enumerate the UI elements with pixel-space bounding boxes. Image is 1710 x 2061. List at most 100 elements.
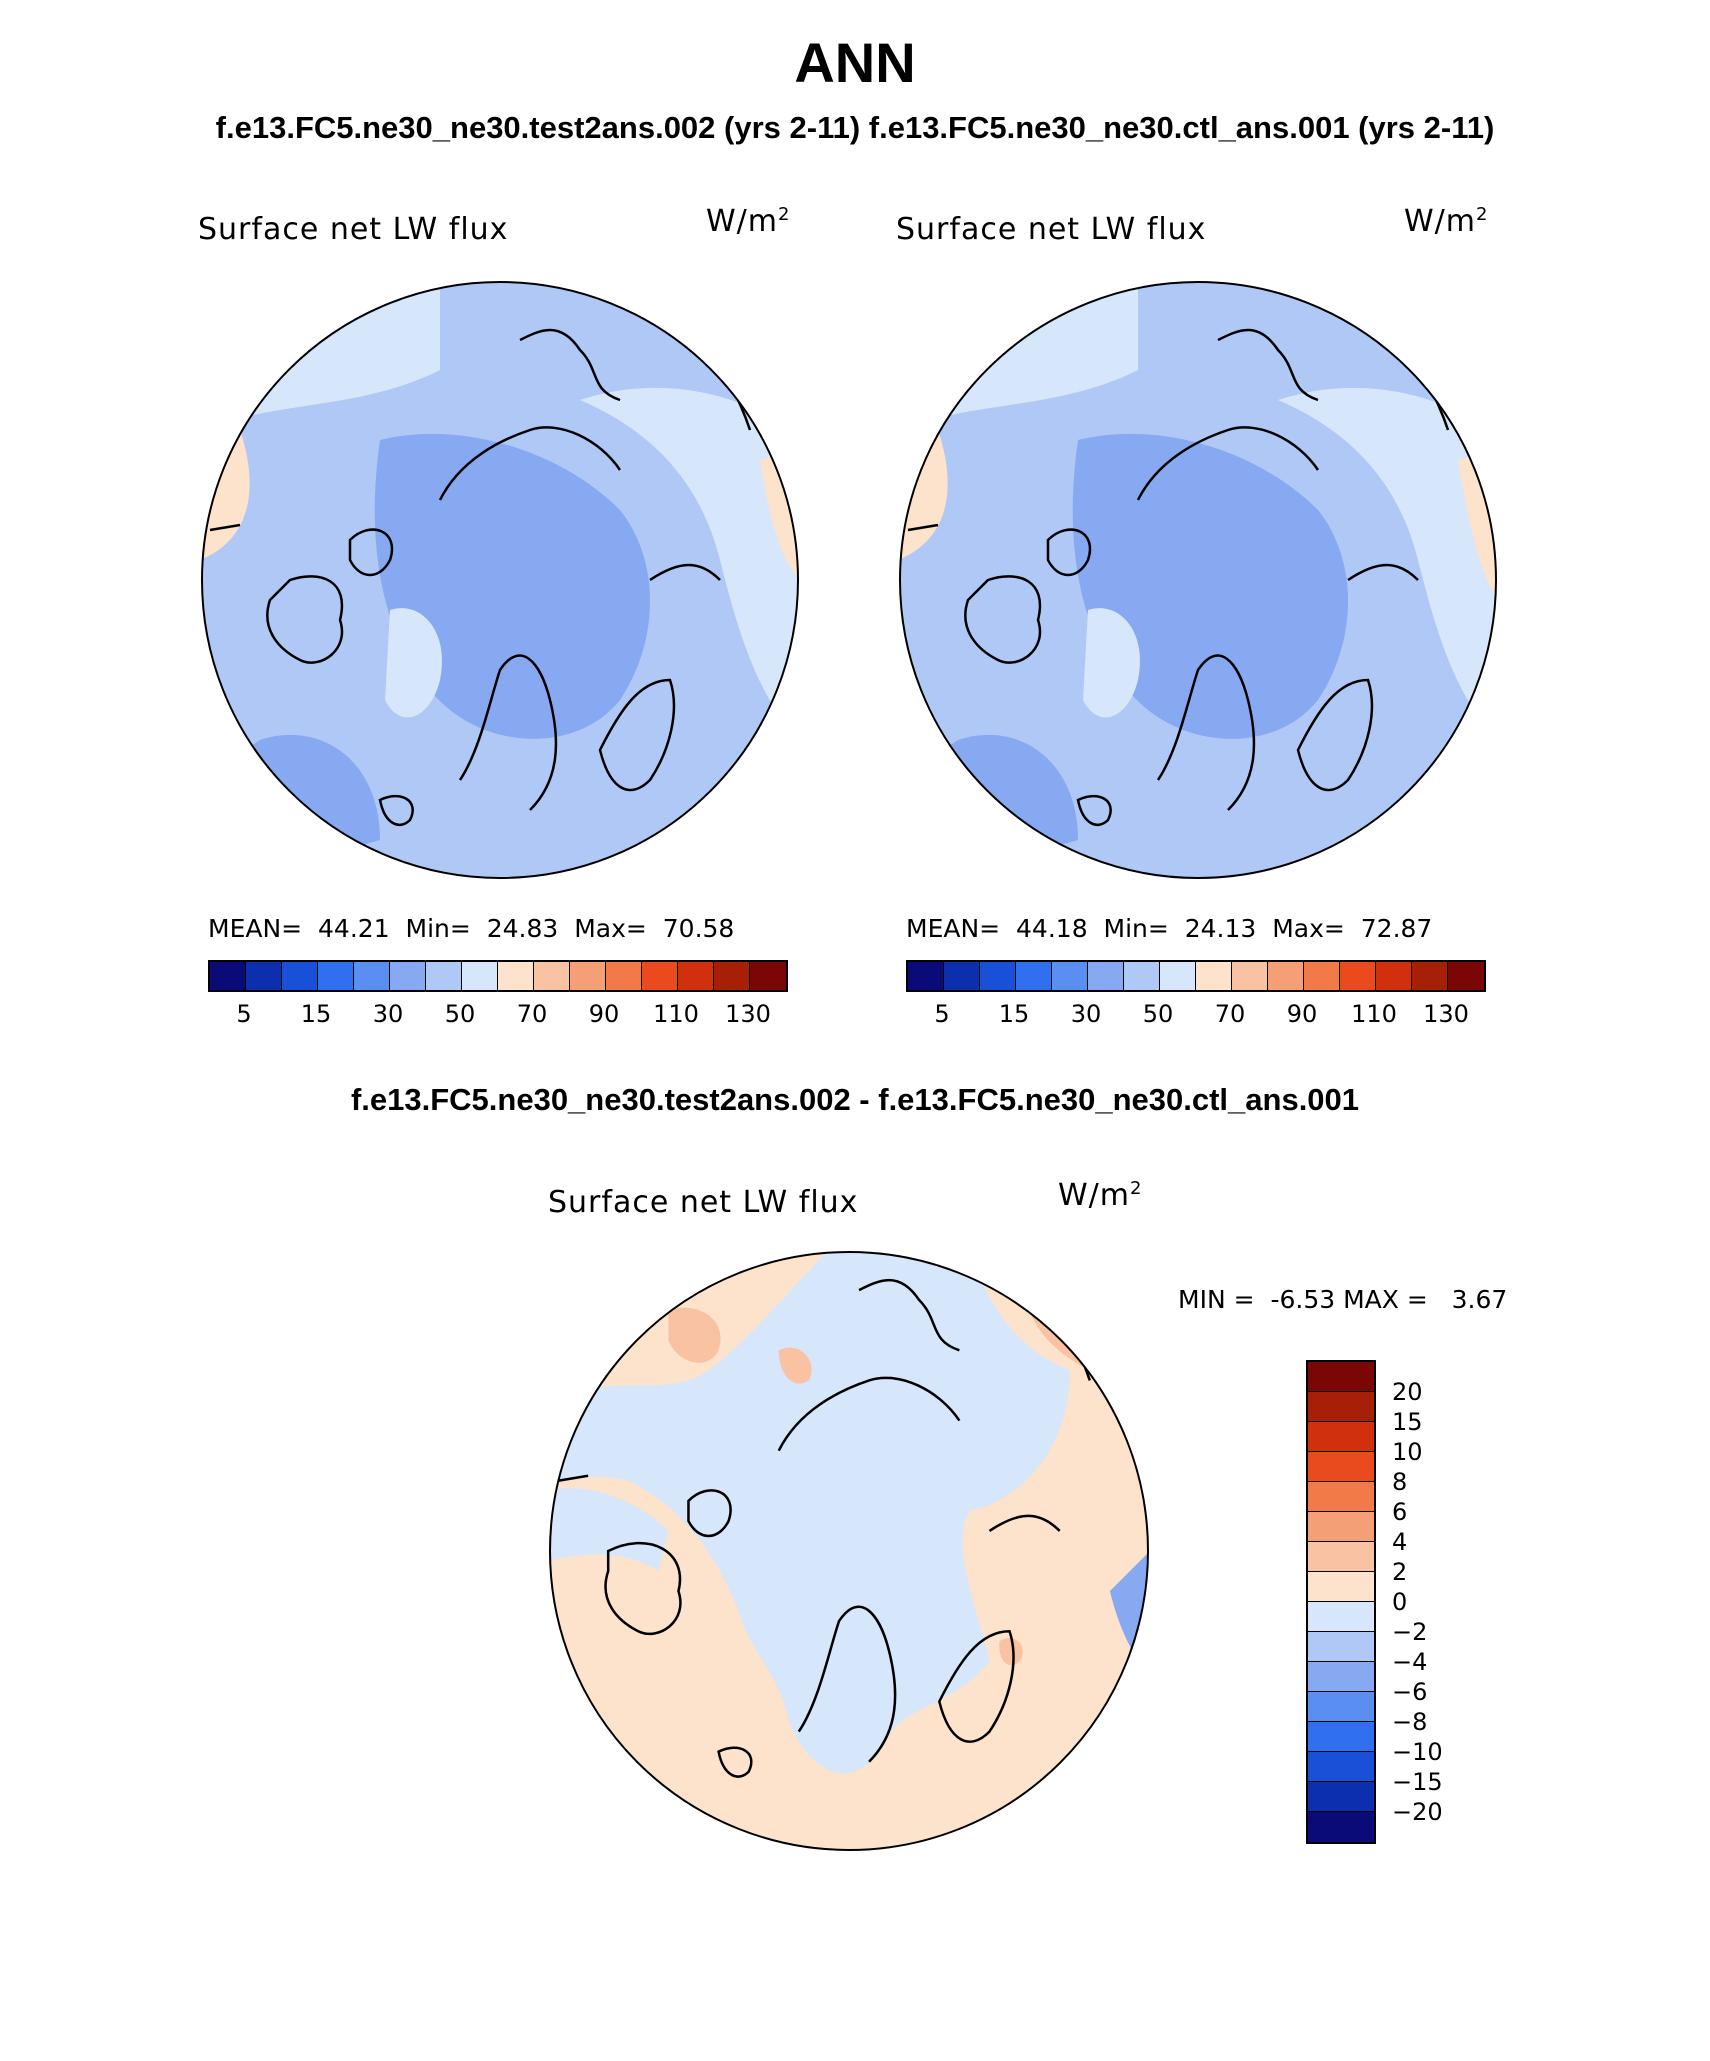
- colorbar-swatch: [606, 962, 642, 990]
- test-coastlines: [209, 328, 752, 826]
- control-mean-value: 44.18: [1016, 914, 1088, 943]
- colorbar-swatch: [1016, 962, 1052, 990]
- difference-map-outline: [549, 1251, 1149, 1851]
- colorbar-tick-label: 5: [236, 1000, 252, 1028]
- test-mean-value: 44.21: [318, 914, 390, 943]
- difference-field-region: [778, 1347, 812, 1384]
- colorbar-tick-label: 110: [1351, 1000, 1397, 1028]
- colorbar-swatch: [1308, 1752, 1374, 1782]
- test-min-label: Min=: [405, 914, 471, 943]
- control-min-value: 24.13: [1184, 914, 1257, 943]
- colorbar-tick-label: 30: [1070, 1000, 1102, 1028]
- difference-field-region: [668, 1307, 721, 1363]
- colorbar-swatch: [908, 962, 944, 990]
- difference-polar-map: [549, 1251, 1149, 1851]
- colorbar-tick-label: 10: [1392, 1438, 1423, 1466]
- control-field-region: [1083, 608, 1140, 718]
- test-max-label: Max=: [574, 914, 647, 943]
- colorbar-swatch: [570, 962, 606, 990]
- colorbar-swatch: [1308, 1722, 1374, 1752]
- control-units: W/m2: [1404, 204, 1489, 239]
- difference-field-region: [550, 1252, 1070, 1773]
- colorbar-tick-label: 15: [998, 1000, 1030, 1028]
- colorbar-swatch: [1412, 962, 1448, 990]
- control-colorbar-ticks: 5 15 30 50 70 90 110 130: [906, 1000, 1486, 1030]
- colorbar-swatch: [1308, 1542, 1374, 1572]
- colorbar-tick-label: 50: [444, 1000, 476, 1028]
- test-variable-label: Surface net LW flux: [198, 212, 509, 247]
- difference-variable-label: Surface net LW flux: [548, 1185, 859, 1220]
- colorbar-swatch: [1196, 962, 1232, 990]
- colorbar-tick-label: −10: [1392, 1738, 1443, 1766]
- colorbar-tick-label: 90: [1286, 1000, 1318, 1028]
- control-variable-label: Surface net LW flux: [896, 212, 1207, 247]
- control-max-label: Max=: [1272, 914, 1345, 943]
- control-mean-label: MEAN=: [906, 914, 1001, 943]
- colorbar-swatch: [1308, 1632, 1374, 1662]
- colorbar-swatch: [944, 962, 980, 990]
- colorbar-tick-label: 90: [588, 1000, 620, 1028]
- colorbar-swatch: [246, 962, 282, 990]
- test-field-region: [580, 387, 798, 740]
- colorbar-tick-label: 5: [934, 1000, 950, 1028]
- colorbar-tick-label: −4: [1392, 1648, 1428, 1676]
- colorbar-swatch: [1376, 962, 1412, 990]
- colorbar-tick-label: 15: [1392, 1408, 1423, 1436]
- test-field-region: [374, 433, 650, 739]
- colorbar-tick-label: 0: [1392, 1588, 1408, 1616]
- test-stats: MEAN= 44.21 Min= 24.83 Max= 70.58: [208, 914, 734, 943]
- difference-max-label: MAX =: [1343, 1285, 1428, 1314]
- colorbar-swatch: [1124, 962, 1160, 990]
- colorbar-swatch: [1308, 1422, 1374, 1452]
- difference-coastlines: [557, 1278, 1091, 1778]
- colorbar-swatch: [714, 962, 750, 990]
- control-map-outline: [899, 281, 1497, 879]
- difference-min-value: -6.53: [1270, 1285, 1336, 1314]
- control-colorbar: [906, 960, 1486, 992]
- colorbar-tick-label: −2: [1392, 1618, 1428, 1646]
- colorbar-tick-label: −15: [1392, 1768, 1443, 1796]
- test-map-outline: [201, 281, 799, 879]
- difference-field-region: [999, 1638, 1023, 1666]
- test-polar-map: [201, 281, 799, 879]
- test-colorbar-ticks: 5 15 30 50 70 90 110 130: [208, 1000, 788, 1030]
- figure-subtitle: f.e13.FC5.ne30_ne30.test2ans.002 (yrs 2-…: [215, 110, 1495, 145]
- colorbar-swatch: [1232, 962, 1268, 990]
- colorbar-swatch: [1268, 962, 1304, 990]
- colorbar-tick-label: 4: [1392, 1528, 1408, 1556]
- colorbar-swatch: [678, 962, 714, 990]
- difference-title: f.e13.FC5.ne30_ne30.test2ans.002 - f.e13…: [350, 1082, 1360, 1117]
- colorbar-tick-label: 30: [372, 1000, 404, 1028]
- test-units: W/m2: [706, 204, 791, 239]
- colorbar-tick-label: 110: [653, 1000, 699, 1028]
- colorbar-tick-label: 6: [1392, 1498, 1408, 1526]
- control-field-region: [1278, 387, 1496, 740]
- colorbar-swatch: [1304, 962, 1340, 990]
- test-max-value: 70.58: [662, 914, 735, 943]
- colorbar-swatch: [1340, 962, 1376, 990]
- colorbar-swatch: [642, 962, 678, 990]
- difference-units: W/m2: [1058, 1178, 1143, 1213]
- colorbar-swatch: [1308, 1572, 1374, 1602]
- control-max-value: 72.87: [1360, 914, 1433, 943]
- colorbar-swatch: [1308, 1662, 1374, 1692]
- difference-stats: MIN = -6.53 MAX = 3.67: [1178, 1285, 1507, 1314]
- test-min-value: 24.83: [486, 914, 559, 943]
- difference-colorbar-ticks: 20 15 10 8 6 4 2 0 −2 −4 −6 −8 −10 −15 −20: [1392, 1360, 1452, 1844]
- colorbar-swatch: [1308, 1692, 1374, 1722]
- colorbar-swatch: [210, 962, 246, 990]
- colorbar-swatch: [1308, 1782, 1374, 1812]
- colorbar-swatch: [1160, 962, 1196, 990]
- colorbar-swatch: [1052, 962, 1088, 990]
- colorbar-swatch: [390, 962, 426, 990]
- colorbar-tick-label: 20: [1392, 1378, 1423, 1406]
- colorbar-swatch: [282, 962, 318, 990]
- control-polar-map: [899, 281, 1497, 879]
- colorbar-swatch: [1088, 962, 1124, 990]
- colorbar-tick-label: 2: [1392, 1558, 1408, 1586]
- colorbar-swatch: [426, 962, 462, 990]
- test-field-region: [385, 608, 442, 718]
- figure-title: ANN: [794, 31, 916, 94]
- colorbar-swatch: [1308, 1452, 1374, 1482]
- difference-max-value: 3.67: [1451, 1285, 1508, 1314]
